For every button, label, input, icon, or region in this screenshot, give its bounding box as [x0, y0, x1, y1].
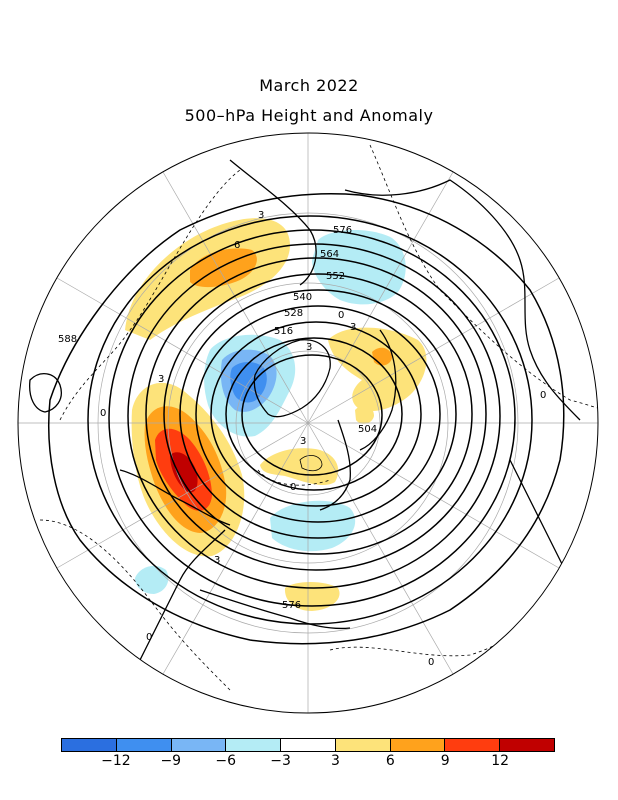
height-label: 504 — [358, 424, 377, 435]
colorbar-tick-label: −12 — [101, 753, 131, 769]
colorbar-tick-label: 12 — [491, 753, 510, 769]
pacific-islands — [29, 373, 62, 413]
height-label: 528 — [284, 308, 303, 319]
colorbar-tick-label: 3 — [330, 753, 340, 769]
anomaly-positive-east — [328, 327, 427, 412]
height-label: 552 — [326, 271, 345, 282]
anomaly-label: 0 — [338, 310, 344, 321]
anomaly-label: 3 — [350, 322, 356, 333]
map-title: March 2022 — [259, 76, 359, 95]
anomaly-label: 6 — [234, 240, 240, 251]
africa-coast — [199, 589, 351, 630]
anomaly-label: 3 — [158, 374, 164, 385]
height-label: 576 — [282, 600, 301, 611]
map-outline — [17, 132, 599, 714]
anomaly-label: 0 — [100, 408, 106, 419]
height-label: 576 — [333, 225, 352, 236]
anomaly-label: 0 — [290, 482, 296, 493]
colorbar-segment — [390, 739, 446, 751]
anomaly-label: 3 — [214, 555, 220, 566]
height-label: 540 — [293, 292, 312, 303]
height-label: 516 — [274, 326, 293, 337]
anomaly-label: 3 — [258, 210, 264, 221]
colorbar-tick-label: 6 — [385, 753, 395, 769]
contour-labels: 588 576 564 552 540 528 516 504 576 3 6 … — [58, 210, 546, 668]
colorbar-tick-label: 9 — [440, 753, 450, 769]
anomaly-negative-sw — [135, 565, 169, 594]
anomaly-negative-south — [270, 500, 356, 552]
colorbar-tick-label: −9 — [160, 753, 182, 769]
anomaly-label: 3 — [300, 436, 306, 447]
map-disc: 588 576 564 552 540 528 516 504 576 3 6 … — [18, 133, 598, 713]
height-label: 564 — [320, 249, 339, 260]
greenland-coast — [253, 339, 331, 418]
colorbar-segment — [281, 739, 336, 751]
anomaly-label: 0 — [540, 390, 546, 401]
anomaly-label: 3 — [306, 342, 312, 353]
eurasia-coast — [344, 179, 581, 581]
colorbar-segment — [62, 739, 117, 751]
anomaly-label: 0 — [428, 657, 434, 668]
height-label: 588 — [58, 334, 77, 345]
colorbar-segment — [226, 739, 282, 751]
anomaly-positive-center-2 — [299, 455, 323, 472]
height-contours — [48, 193, 565, 645]
anomaly-colorbar — [61, 738, 555, 752]
colorbar-tick-label: −3 — [270, 753, 291, 769]
anomaly-positive-east-small — [355, 405, 374, 424]
colorbar-segment — [116, 739, 172, 751]
colorbar-segment — [500, 739, 555, 751]
colorbar-segment — [445, 739, 501, 751]
colorbar-tick-label: −6 — [215, 753, 236, 769]
colorbar-tick-labels: −12 −9 −6 −3 3 6 9 12 — [61, 753, 555, 777]
map-subtitle: 500–hPa Height and Anomaly — [184, 106, 434, 125]
anomaly-positive-south — [284, 582, 340, 611]
colorbar-segment — [171, 739, 227, 751]
colorbar-segment — [335, 739, 391, 751]
anomaly-label: 0 — [146, 632, 152, 643]
